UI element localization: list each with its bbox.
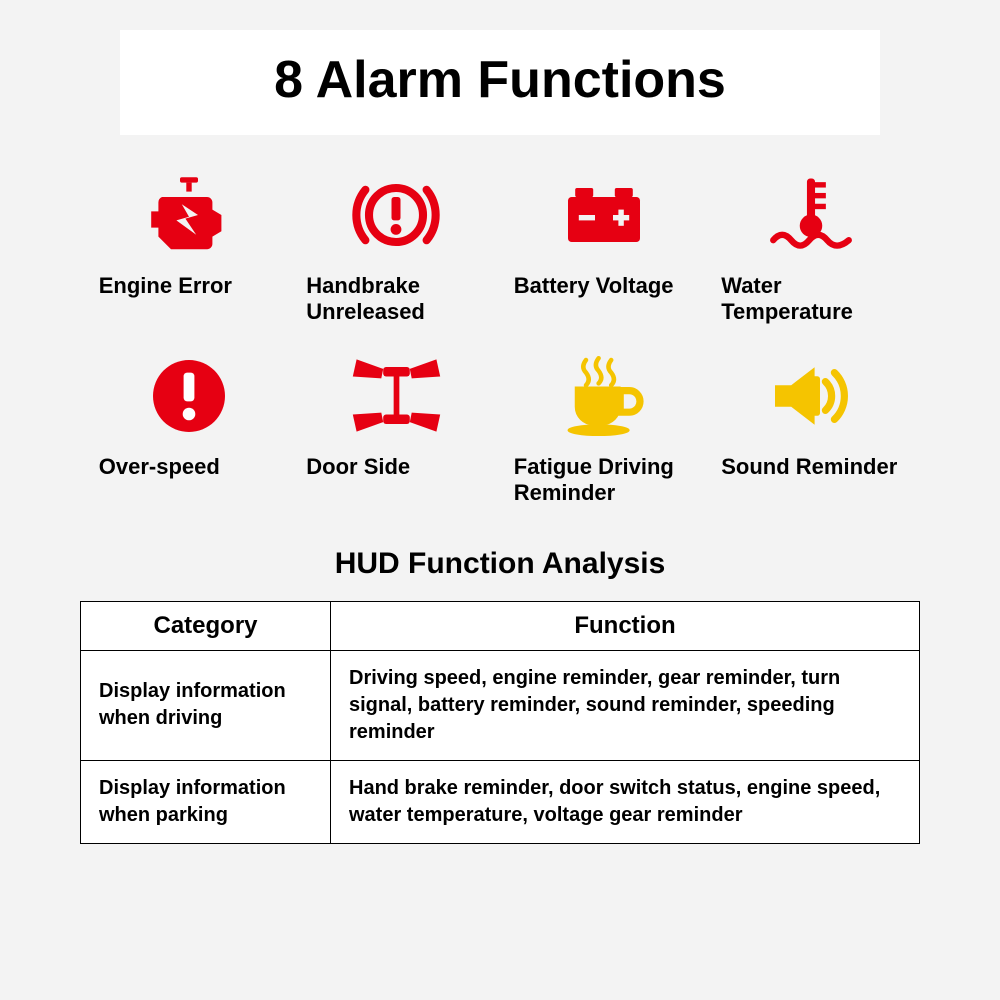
- title-panel: 8 Alarm Functions: [120, 30, 880, 135]
- alarm-label: Sound Reminder: [721, 454, 901, 480]
- alarm-label: Fatigue Driving Reminder: [514, 454, 694, 507]
- alarm-icons-grid: Engine Error Handbrake Unreleased: [50, 165, 950, 507]
- table-cell: Driving speed, engine reminder, gear rem…: [331, 650, 920, 760]
- table-title: HUD Function Analysis: [50, 547, 950, 581]
- alarm-label: Battery Voltage: [514, 273, 694, 299]
- alarm-item: Battery Voltage: [505, 165, 703, 326]
- sound-reminder-icon: [761, 346, 861, 446]
- table-cell: Display information when driving: [81, 650, 331, 760]
- door-side-icon: [346, 346, 446, 446]
- alarm-label: Over-speed: [99, 454, 279, 480]
- engine-error-icon: [139, 165, 239, 265]
- alarm-label: Water Temperature: [721, 273, 901, 326]
- alarm-item: Fatigue Driving Reminder: [505, 346, 703, 507]
- alarm-item: Water Temperature: [713, 165, 911, 326]
- overspeed-icon: [139, 346, 239, 446]
- alarm-item: Over-speed: [90, 346, 288, 507]
- table-header: Category: [81, 601, 331, 650]
- alarm-item: Sound Reminder: [713, 346, 911, 507]
- table-row: Display information when parking Hand br…: [81, 760, 920, 843]
- battery-icon: [554, 165, 654, 265]
- handbrake-icon: [346, 165, 446, 265]
- alarm-label: Door Side: [306, 454, 486, 480]
- table-row: Display information when driving Driving…: [81, 650, 920, 760]
- alarm-item: Door Side: [298, 346, 496, 507]
- hud-function-table: Category Function Display information wh…: [80, 601, 920, 844]
- table-header: Function: [331, 601, 920, 650]
- table-cell: Hand brake reminder, door switch status,…: [331, 760, 920, 843]
- alarm-item: Handbrake Unreleased: [298, 165, 496, 326]
- alarm-label: Handbrake Unreleased: [306, 273, 486, 326]
- table-cell: Display information when parking: [81, 760, 331, 843]
- fatigue-icon: [554, 346, 654, 446]
- page-title: 8 Alarm Functions: [120, 50, 880, 110]
- alarm-label: Engine Error: [99, 273, 279, 299]
- water-temp-icon: [761, 165, 861, 265]
- alarm-item: Engine Error: [90, 165, 288, 326]
